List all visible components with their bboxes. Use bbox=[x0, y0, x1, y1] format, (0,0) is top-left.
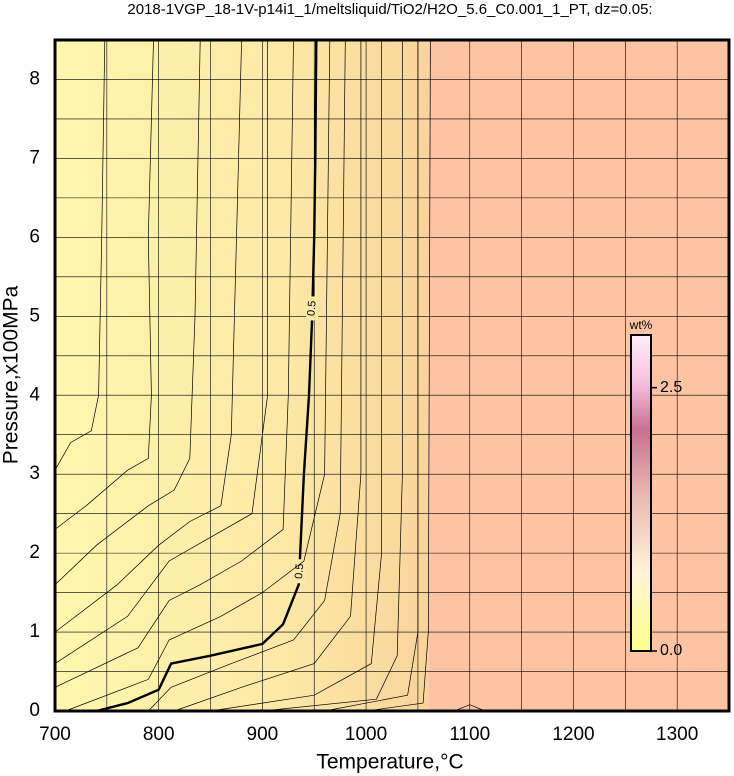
contour-label: 0.5 bbox=[305, 300, 318, 316]
y-tick-label: 2 bbox=[29, 542, 40, 563]
y-tick-label: 7 bbox=[29, 147, 40, 168]
contour-line bbox=[262, 40, 403, 712]
field bbox=[428, 40, 729, 711]
contour-line bbox=[174, 40, 362, 712]
y-tick-label: 5 bbox=[29, 305, 40, 326]
colorbar-tick-label: 0.0 bbox=[660, 642, 682, 659]
contour-line bbox=[210, 40, 382, 712]
contour-label-bg bbox=[293, 559, 306, 584]
contour-label: 0.5 bbox=[293, 563, 306, 579]
y-tick-label: 0 bbox=[29, 700, 40, 721]
chart-title: 2018-1VGP_18-1V-p14i1_1/meltsliquid/TiO2… bbox=[127, 1, 652, 18]
contour-line bbox=[54, 39, 106, 471]
contour-line-labeled bbox=[96, 39, 318, 713]
contour-line bbox=[65, 39, 331, 712]
x-tick-label: 900 bbox=[247, 724, 279, 745]
x-tick-label: 800 bbox=[143, 724, 175, 745]
x-tick-label: 1300 bbox=[656, 724, 698, 745]
x-tick-label: 1200 bbox=[552, 724, 594, 745]
y-tick-label: 8 bbox=[29, 68, 40, 89]
contour-label-bg bbox=[306, 296, 319, 321]
colorbar-label: wt% bbox=[629, 318, 653, 332]
y-tick-label: 6 bbox=[29, 226, 40, 247]
colorbar-scale bbox=[630, 334, 652, 652]
y-axis-label: Pressure,x100MPa bbox=[0, 285, 23, 464]
colorbar: wt% 0.0 2.5 bbox=[629, 318, 683, 659]
contour-line bbox=[54, 40, 268, 664]
x-tick-label: 1000 bbox=[345, 724, 387, 745]
field bbox=[55, 40, 429, 711]
x-tick-label: 1100 bbox=[449, 724, 490, 745]
contour-line bbox=[54, 39, 201, 585]
x-axis-label: Temperature,°C bbox=[316, 751, 463, 774]
contour-line bbox=[324, 40, 419, 712]
y-tick-label: 4 bbox=[29, 384, 40, 405]
y-tick-label: 3 bbox=[29, 463, 40, 484]
contour-line bbox=[366, 39, 431, 712]
plot-frame bbox=[53, 38, 731, 713]
contour-line bbox=[54, 39, 242, 633]
plot-area: 0.5 0.5 bbox=[53, 38, 731, 713]
contour-line bbox=[148, 39, 346, 712]
x-tick-label: 700 bbox=[39, 724, 71, 745]
y-tick-label: 1 bbox=[29, 621, 40, 642]
contour-line bbox=[454, 704, 486, 712]
colorbar-tick-label: 2.5 bbox=[660, 379, 682, 396]
contour-line bbox=[54, 39, 294, 688]
contour-line bbox=[54, 39, 154, 530]
